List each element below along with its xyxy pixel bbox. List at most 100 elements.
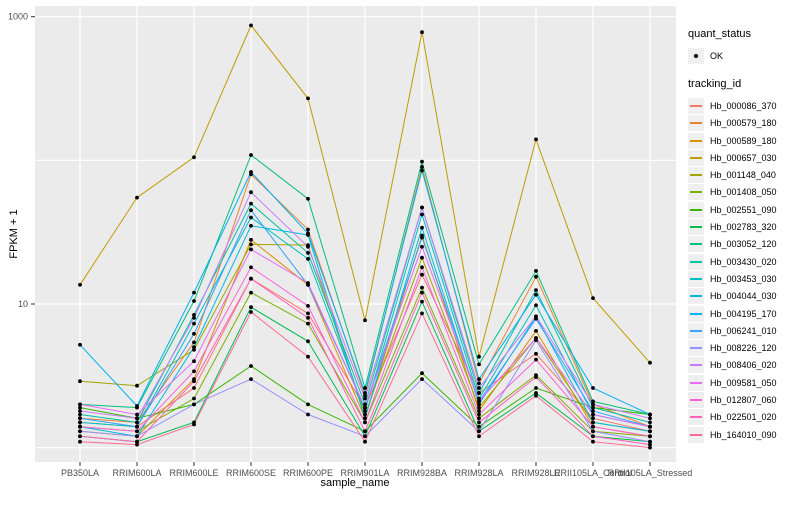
data-point bbox=[591, 424, 595, 429]
data-point bbox=[420, 225, 424, 230]
data-point bbox=[477, 412, 481, 417]
data-point bbox=[192, 379, 196, 384]
data-point bbox=[363, 386, 367, 390]
legend-item-label: Hb_003430_020 bbox=[710, 256, 777, 267]
legend-item: Hb_008406_020 bbox=[688, 357, 800, 374]
legend-item-label: Hb_003453_030 bbox=[710, 273, 777, 284]
legend-tracking-id-items: Hb_000086_370 Hb_000579_180 Hb_000589_180 H… bbox=[688, 97, 800, 443]
data-point bbox=[78, 416, 82, 421]
data-point bbox=[420, 255, 424, 260]
legend-quant-status-title: quant_status bbox=[688, 28, 751, 40]
data-point bbox=[477, 402, 481, 407]
data-point bbox=[192, 313, 196, 317]
data-point bbox=[477, 399, 481, 404]
data-point bbox=[135, 434, 139, 439]
legend-key-swatch bbox=[688, 426, 704, 443]
legend-item-label: Hb_164010_090 bbox=[710, 429, 777, 440]
data-point bbox=[192, 386, 196, 390]
data-point bbox=[534, 274, 538, 279]
legend-item-label: Hb_022501_020 bbox=[710, 412, 777, 423]
data-point bbox=[78, 424, 82, 429]
point-marker-icon bbox=[694, 53, 698, 58]
data-point bbox=[249, 265, 253, 270]
x-tick-label: RRIM928LE bbox=[511, 468, 560, 478]
data-point bbox=[591, 402, 595, 407]
data-point bbox=[534, 386, 538, 390]
data-point bbox=[78, 405, 82, 410]
legend-color-line bbox=[690, 139, 702, 142]
data-point bbox=[249, 305, 253, 310]
data-point bbox=[192, 290, 196, 295]
data-point bbox=[477, 429, 481, 434]
legend-color-line bbox=[690, 208, 702, 211]
data-point bbox=[249, 364, 253, 368]
data-point bbox=[135, 442, 139, 447]
legend-item-ok: OK bbox=[688, 47, 800, 64]
data-point bbox=[648, 420, 652, 425]
data-point bbox=[363, 434, 367, 439]
x-tick-label: RRIM600SE bbox=[226, 468, 276, 478]
data-point bbox=[249, 153, 253, 157]
legend-color-line bbox=[690, 433, 702, 436]
legend-item-label: OK bbox=[710, 50, 724, 61]
data-point bbox=[363, 391, 367, 395]
legend-item: Hb_003430_020 bbox=[688, 253, 800, 270]
data-point bbox=[648, 412, 652, 417]
data-point bbox=[363, 429, 367, 434]
legend-color-line bbox=[690, 191, 702, 194]
data-point bbox=[591, 399, 595, 404]
data-point bbox=[192, 331, 196, 336]
data-point bbox=[477, 377, 481, 381]
data-point bbox=[135, 429, 139, 434]
data-point bbox=[477, 420, 481, 425]
data-point bbox=[648, 442, 652, 447]
legend-key-swatch bbox=[688, 391, 704, 408]
data-point bbox=[477, 405, 481, 410]
data-point bbox=[192, 347, 196, 352]
data-point bbox=[192, 369, 196, 374]
data-point bbox=[135, 412, 139, 417]
data-point bbox=[420, 272, 424, 277]
legend-item: Hb_012807_060 bbox=[688, 391, 800, 408]
legend-color-line bbox=[690, 174, 702, 177]
legend-key-swatch bbox=[688, 97, 704, 114]
legend-item: Hb_008226_120 bbox=[688, 339, 800, 357]
legend-item: Hb_006241_010 bbox=[688, 322, 800, 339]
x-tick-label: RRII105LA_Control bbox=[554, 468, 632, 478]
data-point bbox=[420, 311, 424, 316]
data-point bbox=[420, 285, 424, 290]
legend-color-line bbox=[690, 416, 702, 419]
data-point bbox=[78, 429, 82, 434]
legend-item: Hb_164010_090 bbox=[688, 426, 800, 443]
legend-item: Hb_004195_170 bbox=[688, 305, 800, 322]
x-tick-label: RRII105LA_Stressed bbox=[608, 468, 693, 478]
data-point bbox=[420, 205, 424, 210]
data-point bbox=[648, 416, 652, 421]
data-point bbox=[534, 375, 538, 379]
data-point bbox=[648, 424, 652, 429]
data-point bbox=[192, 299, 196, 303]
legend-key-swatch bbox=[688, 288, 704, 305]
data-point bbox=[534, 393, 538, 398]
data-point bbox=[306, 281, 310, 285]
legend-key-swatch bbox=[688, 270, 704, 287]
data-point bbox=[135, 420, 139, 425]
data-point bbox=[192, 396, 196, 401]
data-point bbox=[249, 223, 253, 228]
data-point bbox=[363, 402, 367, 407]
legend-item-label: Hb_002783_320 bbox=[710, 222, 777, 233]
data-point bbox=[249, 23, 253, 28]
data-point bbox=[306, 339, 310, 344]
x-tick-label: RRIM600LA bbox=[112, 468, 161, 478]
legend-key-swatch bbox=[688, 253, 704, 270]
data-point bbox=[135, 439, 139, 444]
data-point bbox=[591, 416, 595, 421]
data-point bbox=[306, 231, 310, 236]
data-point bbox=[477, 396, 481, 401]
data-point bbox=[306, 311, 310, 316]
legend-color-line bbox=[690, 226, 702, 229]
data-point bbox=[420, 212, 424, 217]
data-point bbox=[306, 244, 310, 249]
legend-color-line bbox=[690, 156, 702, 159]
data-point bbox=[78, 282, 82, 287]
